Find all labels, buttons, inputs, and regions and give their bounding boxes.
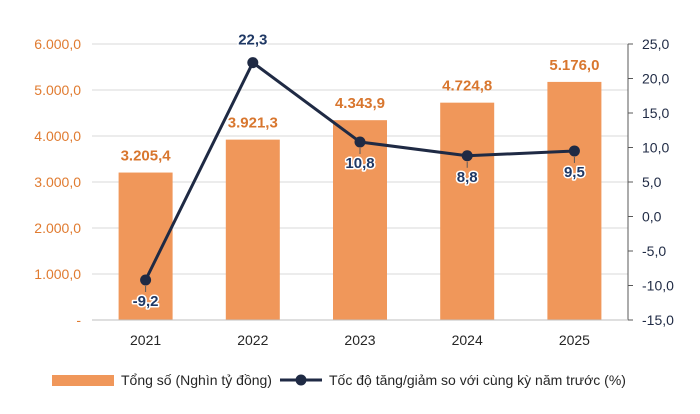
y-left-tick-label: 5.000,0: [34, 82, 81, 98]
legend-swatch-marker: [295, 374, 307, 386]
y-right-tick-label: -15,0: [642, 312, 674, 328]
y-left-tick-label: 6.000,0: [34, 36, 81, 52]
y-left-tick-label: 4.000,0: [34, 128, 81, 144]
bar-data-label: 3.921,3: [228, 115, 278, 132]
bar: [225, 139, 280, 320]
y-right-tick-label: 15,0: [642, 105, 669, 121]
y-left-tick-label: 2.000,0: [34, 220, 81, 236]
line-data-label: 9,5: [564, 164, 585, 181]
line-data-label: -9,2: [133, 293, 159, 310]
y-right-tick-label: 0,0: [642, 209, 662, 225]
y-right-tick-label: 5,0: [642, 174, 662, 190]
bar-data-label: 5.176,0: [549, 57, 599, 74]
y-right-tick-label: 25,0: [642, 36, 669, 52]
legend-swatch-bars: [52, 375, 114, 386]
y-right-tick-label: 10,0: [642, 140, 669, 156]
x-tick-label: 2022: [237, 332, 268, 348]
bar: [440, 102, 495, 320]
y-right-tick-label: -10,0: [642, 278, 674, 294]
line-point: [354, 136, 366, 148]
line-data-label: 8,8: [457, 169, 478, 186]
y-left-tick-label: 1.000,0: [34, 266, 81, 282]
y-left-tick-label: 3.000,0: [34, 174, 81, 190]
legend-label-line: Tốc độ tăng/giảm so với cùng kỳ năm trướ…: [329, 372, 626, 388]
y-right-tick-label: 20,0: [642, 71, 669, 87]
line-point: [461, 150, 473, 162]
y-left-tick-label: -: [76, 312, 81, 328]
line-point: [247, 57, 259, 69]
x-tick-label: 2021: [130, 332, 161, 348]
line-data-label: 10,8: [345, 155, 374, 172]
bar-data-label: 4.343,9: [335, 95, 385, 112]
x-tick-label: 2023: [344, 332, 375, 348]
x-tick-label: 2024: [452, 332, 483, 348]
bar: [547, 81, 602, 321]
line-point: [568, 145, 580, 157]
bar-data-label: 4.724,8: [442, 78, 492, 95]
y-right-tick-label: -5,0: [642, 243, 666, 259]
line-data-label: 22,3: [238, 32, 267, 49]
legend-label-bars: Tổng số (Nghìn tỷ đồng): [121, 372, 272, 388]
line-point: [140, 274, 152, 286]
x-tick-label: 2025: [559, 332, 590, 348]
bar-data-label: 3.205,4: [121, 148, 172, 165]
